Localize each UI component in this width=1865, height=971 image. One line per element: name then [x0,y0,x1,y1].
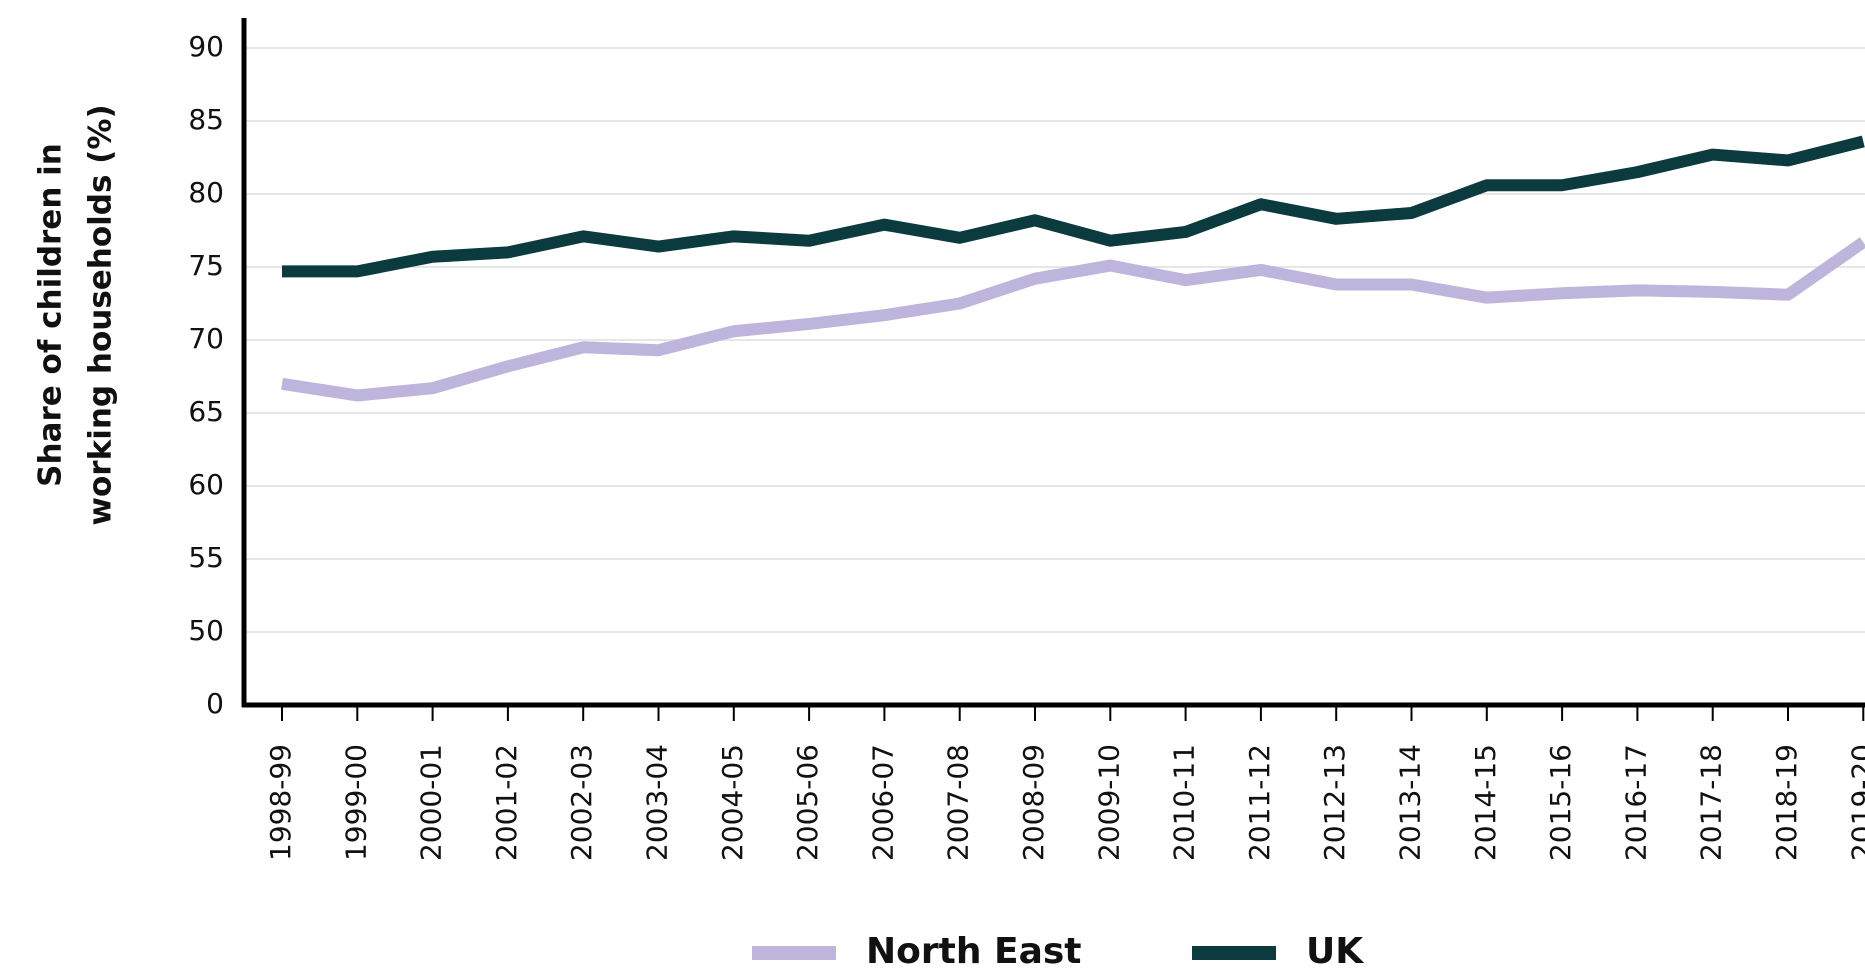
x-tick-label: 2015-16 [1544,744,1577,861]
y-axis-label: Share of children in [33,143,69,487]
x-tick-label: 2005-06 [791,744,824,861]
legend-label: North East [866,931,1082,971]
x-tick-label: 2006-07 [866,744,899,861]
x-tick-label: 2011-12 [1243,744,1276,861]
x-tick-label: 2010-11 [1168,744,1201,861]
x-tick-label: 2017-18 [1695,744,1728,861]
y-tick-label: 65 [188,395,224,428]
y-tick-label: 75 [188,249,224,282]
y-tick-label: 70 [188,322,224,355]
y-tick-label: 85 [188,103,224,136]
x-tick-label: 2012-13 [1318,744,1351,861]
x-tick-label: 2018-19 [1770,744,1803,861]
x-tick-label: 2019-20 [1845,744,1865,861]
x-tick-label: 2007-08 [942,744,975,861]
x-tick-label: 2013-14 [1394,744,1427,861]
x-tick-label: 2016-17 [1619,744,1652,861]
x-tick-label: 2000-01 [415,744,448,861]
x-tick-label: 1999-00 [339,744,372,861]
y-tick-label: 90 [188,30,224,63]
x-tick-label: 2001-02 [490,744,523,861]
x-tick-label: 2004-05 [716,744,749,861]
y-tick-label: 80 [188,176,224,209]
x-tick-label: 1998-99 [264,744,297,861]
y-tick-label: 50 [188,614,224,647]
y-tick-label: 55 [188,541,224,574]
x-tick-label: 2009-10 [1092,744,1125,861]
legend-label: UK [1306,931,1364,971]
x-tick-label: 2002-03 [565,744,598,861]
series-line [281,237,1865,402]
x-tick-label: 2003-04 [641,744,674,861]
series-line [282,135,1865,278]
x-tick-label: 2014-15 [1469,744,1502,861]
y-tick-label: 60 [188,468,224,501]
y-axis-label: working households (%) [83,104,119,525]
x-tick-label: 2008-09 [1017,744,1050,861]
y-tick-label: 0 [206,687,224,720]
